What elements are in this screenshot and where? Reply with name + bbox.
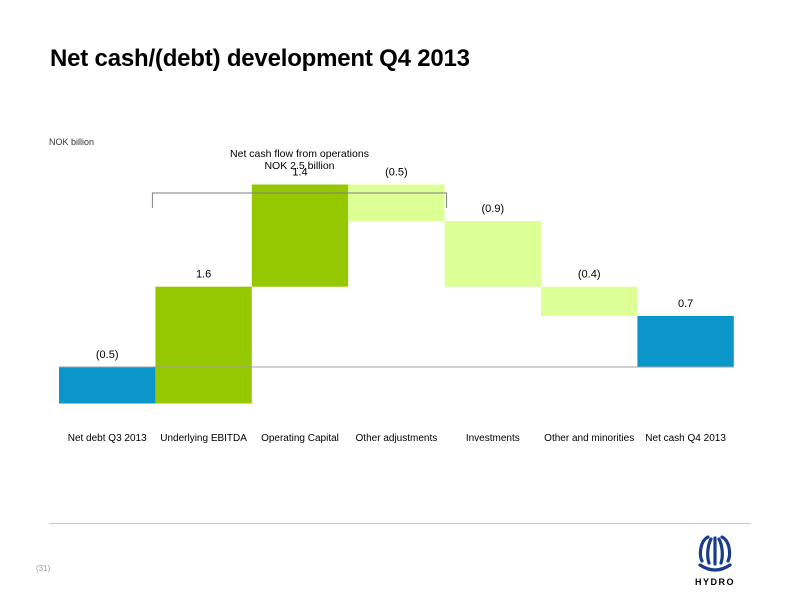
value-label: (0.4) <box>578 269 601 281</box>
bar-operating-capital <box>251 184 349 287</box>
category-label: Underlying EBITDA <box>160 433 247 444</box>
bar-net-debt-q3-2013 <box>59 367 156 404</box>
value-label: (0.5) <box>96 349 119 361</box>
annotation-text: Net cash flow from operations <box>230 148 369 160</box>
hydro-logo-mark-icon <box>698 535 732 572</box>
category-label: Other and minorities <box>544 433 634 444</box>
category-label: Net cash Q4 2013 <box>645 433 726 444</box>
value-label: 1.4 <box>292 167 307 179</box>
category-label: Net debt Q3 2013 <box>68 433 147 444</box>
value-label: 0.7 <box>678 298 693 310</box>
bar-other-adjustments <box>348 184 445 221</box>
page-number: (31) <box>36 564 51 573</box>
category-label: Other adjustments <box>356 433 438 444</box>
hydro-logo: HYDRO <box>692 531 738 591</box>
value-label: (0.5) <box>385 167 408 179</box>
bar-investments <box>444 221 541 287</box>
annotation-text: NOK 2.5 billion <box>264 160 334 172</box>
category-label: Operating Capital <box>261 433 339 444</box>
logo-text: HYDRO <box>694 577 735 587</box>
value-label: 1.6 <box>196 269 211 281</box>
bar-other-and-minorities <box>541 286 638 316</box>
bar-net-cash-q4-2013 <box>637 315 734 367</box>
bar-underlying-ebitda <box>155 286 252 404</box>
page-title: Net cash/(debt) development Q4 2013 <box>50 45 470 72</box>
category-label: Investments <box>466 433 520 444</box>
footer-divider <box>50 523 750 524</box>
annotation-bracket <box>151 192 448 208</box>
unit-label: NOK billion <box>49 137 95 147</box>
value-label: (0.9) <box>481 203 504 215</box>
